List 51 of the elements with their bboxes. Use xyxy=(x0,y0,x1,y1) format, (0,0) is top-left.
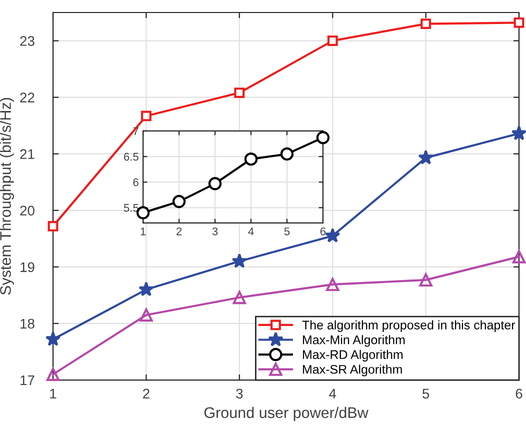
point xyxy=(420,18,432,30)
y-axis-title: System Throughput (bit/s/Hz) xyxy=(0,98,14,295)
point xyxy=(48,221,58,232)
x-tick-label: 4 xyxy=(329,388,336,398)
point xyxy=(244,152,258,166)
point xyxy=(324,228,340,242)
y-tick-label: 17 xyxy=(20,376,34,386)
point xyxy=(326,278,340,292)
point xyxy=(419,273,432,287)
point xyxy=(234,88,245,98)
point xyxy=(512,250,526,264)
point xyxy=(141,110,152,122)
point xyxy=(140,308,153,322)
x-tick-label: 2 xyxy=(143,388,150,398)
legend-label: Max-Min Algorithm xyxy=(302,335,405,347)
point xyxy=(327,36,338,46)
y-tick-label: 6.5 xyxy=(124,152,138,161)
point xyxy=(280,147,294,161)
y-tick-label: 20 xyxy=(20,206,34,216)
x-tick-label: 6 xyxy=(516,388,522,399)
point xyxy=(46,368,60,381)
point xyxy=(208,177,222,190)
y-tick-label: 18 xyxy=(20,318,34,329)
y-tick-label: 6 xyxy=(133,178,138,186)
point xyxy=(316,131,330,144)
x-tick-label: 1 xyxy=(140,228,146,236)
y-tick-label: 7 xyxy=(133,127,138,135)
x-tick-label: 1 xyxy=(50,388,56,398)
y-tick-label: 22 xyxy=(20,92,34,102)
point xyxy=(514,17,524,28)
legend-label: Max-SR Algorithm xyxy=(302,364,402,376)
x-tick-label: 5 xyxy=(284,228,290,236)
x-tick-label: 2 xyxy=(176,227,182,236)
x-axis-title: Ground user power/dBw xyxy=(204,406,368,422)
x-tick-label: 4 xyxy=(248,228,254,236)
point xyxy=(232,253,248,268)
x-tick-label: 6 xyxy=(320,227,326,236)
y-tick-label: 19 xyxy=(20,262,34,272)
x-tick-label: 5 xyxy=(422,388,430,399)
y-tick-label: 21 xyxy=(20,149,34,159)
legend-label: The algorithm proposed in this chapter xyxy=(302,320,516,332)
x-tick-label: 3 xyxy=(236,388,243,399)
y-tick-label: 23 xyxy=(20,36,34,46)
x-tick-label: 3 xyxy=(212,227,218,236)
point xyxy=(172,194,186,208)
legend-label: Max-RD Algorithm xyxy=(302,350,403,362)
point xyxy=(45,331,61,346)
point xyxy=(418,150,434,164)
point xyxy=(511,126,526,140)
point xyxy=(232,290,246,304)
point xyxy=(138,282,154,296)
